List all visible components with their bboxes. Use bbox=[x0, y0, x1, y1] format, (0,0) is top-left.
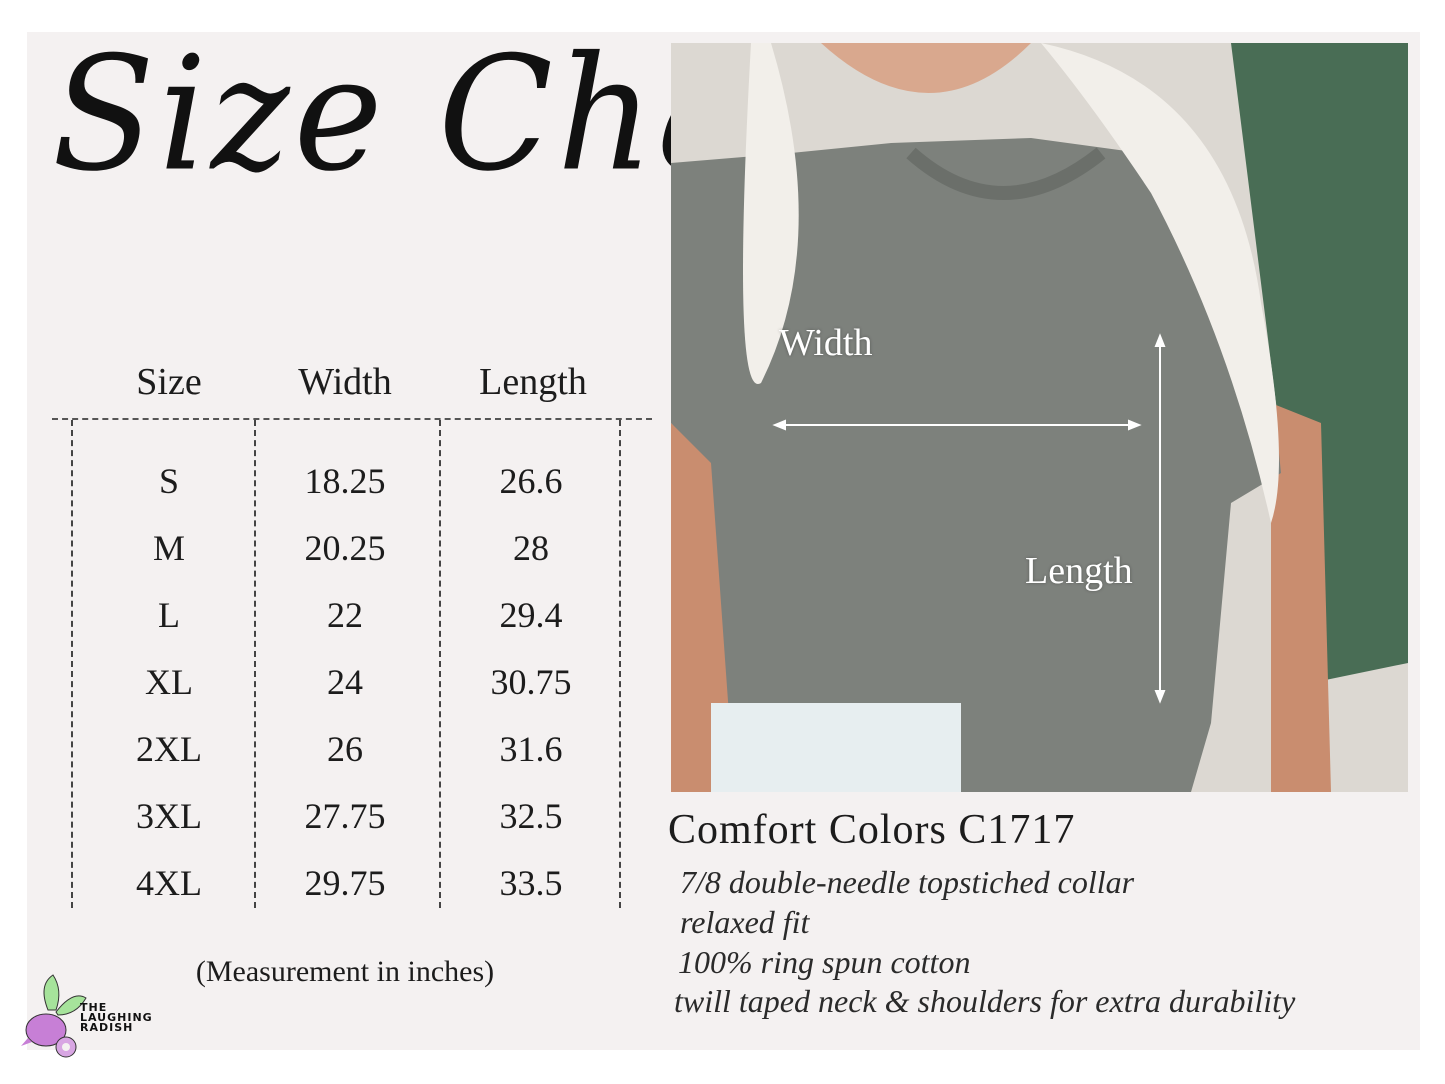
shirt-illustration bbox=[671, 43, 1408, 792]
size-cell: S bbox=[158, 461, 180, 501]
length-cell: 30.75 bbox=[490, 662, 572, 702]
width-cell: 18.25 bbox=[304, 461, 386, 501]
product-name: Comfort Colors C1717 bbox=[668, 807, 1076, 853]
column-divider bbox=[439, 420, 441, 908]
width-cell: 27.75 bbox=[304, 796, 386, 836]
length-cell: 29.4 bbox=[499, 595, 563, 635]
size-cell: M bbox=[152, 528, 186, 568]
header-length: Length bbox=[479, 361, 587, 403]
width-cell: 20.25 bbox=[304, 528, 386, 568]
length-cell: 31.6 bbox=[499, 729, 563, 769]
logo-text: THE LAUGHING RADISH bbox=[80, 1001, 153, 1034]
length-label: Length bbox=[1025, 550, 1133, 592]
width-cell: 29.75 bbox=[304, 863, 386, 903]
measurement-arrows bbox=[772, 333, 1166, 704]
model-photo: Width Length bbox=[671, 43, 1408, 792]
feature-item: 7/8 double-needle topstiched collar bbox=[680, 864, 1135, 900]
length-cell: 28 bbox=[513, 528, 549, 568]
radish-logo-icon bbox=[21, 974, 87, 1058]
length-cell: 32.5 bbox=[499, 796, 563, 836]
header-divider bbox=[52, 418, 652, 420]
size-cell: 2XL bbox=[136, 729, 202, 769]
feature-item: twill taped neck & shoulders for extra d… bbox=[674, 983, 1296, 1019]
length-cell: 33.5 bbox=[499, 863, 563, 903]
width-label: Width bbox=[779, 322, 873, 364]
feature-item: 100% ring spun cotton bbox=[678, 944, 971, 980]
width-cell: 22 bbox=[327, 595, 363, 635]
column-divider bbox=[71, 420, 73, 908]
size-cell: 4XL bbox=[136, 863, 202, 903]
size-cell: L bbox=[158, 595, 180, 635]
width-cell: 26 bbox=[327, 729, 363, 769]
width-cell: 24 bbox=[327, 662, 363, 702]
column-divider bbox=[619, 420, 621, 908]
length-cell: 26.6 bbox=[499, 461, 563, 501]
size-cell: XL bbox=[145, 662, 193, 702]
header-width: Width bbox=[298, 361, 392, 403]
feature-item: relaxed fit bbox=[680, 904, 810, 940]
measurement-note: (Measurement in inches) bbox=[195, 955, 495, 988]
column-divider bbox=[254, 420, 256, 908]
size-cell: 3XL bbox=[136, 796, 202, 836]
header-size: Size bbox=[136, 361, 202, 403]
